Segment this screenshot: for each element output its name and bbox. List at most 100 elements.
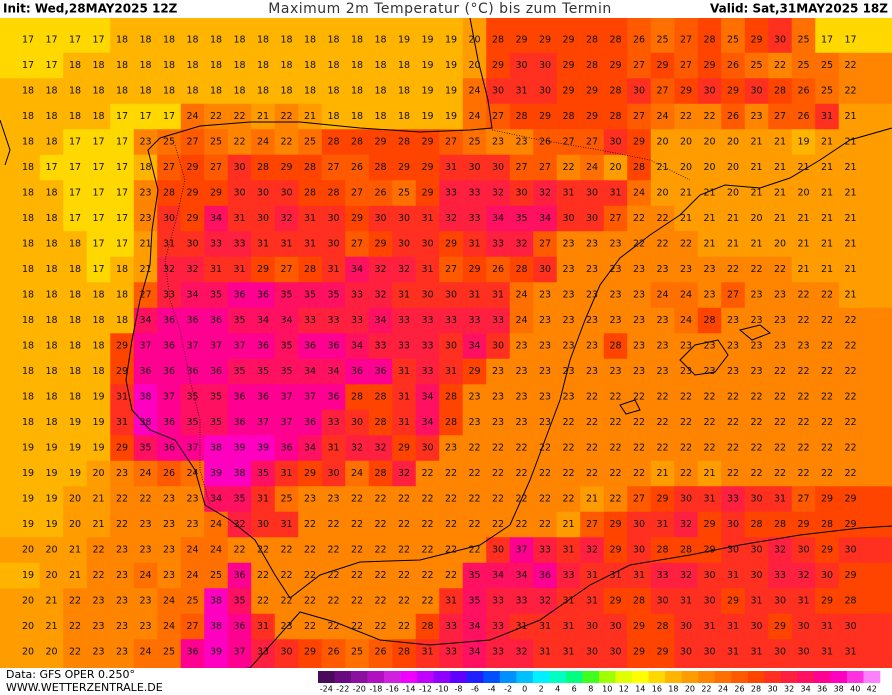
temperature-cell	[204, 562, 229, 589]
temperature-cell	[133, 486, 158, 513]
temperature-value: 20	[727, 137, 739, 148]
temperature-value: 31	[586, 596, 598, 607]
temperature-cell	[744, 231, 769, 258]
temperature-value: 30	[774, 35, 786, 46]
temperature-value: 22	[280, 545, 292, 556]
temperature-cell	[674, 18, 699, 54]
temperature-value: 27	[633, 60, 645, 71]
temperature-cell	[39, 52, 64, 79]
temperature-value: 18	[116, 86, 128, 97]
temperature-cell	[603, 358, 628, 385]
temperature-value: 30	[727, 545, 739, 556]
temperature-value: 25	[797, 35, 809, 46]
temperature-cell	[838, 78, 892, 105]
temperature-value: 30	[586, 213, 598, 224]
temperature-value: 20	[468, 35, 480, 46]
temperature-value: 29	[727, 596, 739, 607]
temperature-value: 18	[45, 417, 57, 428]
temperature-cell	[533, 639, 558, 669]
temperature-value: 23	[163, 494, 175, 505]
temperature-cell	[533, 384, 558, 411]
temperature-cell	[39, 154, 64, 181]
temperature-value: 37	[186, 443, 198, 454]
temperature-cell	[486, 435, 511, 462]
temperature-value: 21	[69, 545, 81, 556]
temperature-value: 35	[515, 213, 527, 224]
temperature-value: 29	[280, 162, 292, 173]
temperature-value: 34	[304, 443, 316, 454]
temperature-value: 18	[69, 111, 81, 122]
temperature-value: 33	[210, 239, 222, 250]
temperature-cell	[86, 588, 111, 615]
temperature-cell	[439, 435, 464, 462]
temperature-cell	[556, 562, 581, 589]
temperature-cell	[486, 180, 511, 207]
temperature-cell	[392, 231, 417, 258]
temperature-value: 32	[797, 570, 809, 581]
temperature-value: 17	[45, 60, 57, 71]
temperature-cell	[791, 205, 816, 232]
temperature-value: 31	[421, 213, 433, 224]
brittany-edge	[0, 119, 11, 166]
temperature-value: 26	[727, 111, 739, 122]
temperature-value: 22	[139, 494, 151, 505]
temperature-cell	[0, 282, 41, 309]
temperature-cell	[157, 435, 182, 462]
temperature-value: 30	[280, 188, 292, 199]
temperature-value: 23	[656, 264, 668, 275]
temperature-value: 30	[257, 188, 269, 199]
temperature-value: 18	[233, 35, 245, 46]
temperature-value: 22	[821, 341, 833, 352]
temperature-value: 18	[163, 35, 175, 46]
temperature-value: 18	[116, 290, 128, 301]
temperature-value: 18	[139, 162, 151, 173]
temperature-value: 30	[774, 647, 786, 658]
temperature-cell	[556, 639, 581, 669]
temperature-cell	[368, 205, 393, 232]
temperature-value: 22	[351, 494, 363, 505]
temperature-cell	[392, 18, 417, 54]
temperature-value: 20	[656, 188, 668, 199]
temperature-value: 19	[45, 468, 57, 479]
temperature-cell	[580, 409, 605, 436]
temperature-cell	[744, 384, 769, 411]
temperature-value: 31	[280, 239, 292, 250]
temperature-value: 20	[680, 137, 692, 148]
temperature-cell	[227, 435, 252, 462]
temperature-cell	[39, 78, 64, 105]
temperature-cell	[674, 435, 699, 462]
temperature-value: 22	[539, 519, 551, 530]
temperature-cell	[556, 307, 581, 334]
temperature-value: 22	[374, 494, 386, 505]
temperature-value: 30	[445, 290, 457, 301]
temperature-value: 21	[680, 213, 692, 224]
temperature-cell	[63, 588, 88, 615]
temperature-value: 29	[821, 545, 833, 556]
temperature-value: 30	[492, 86, 504, 97]
temperature-value: 30	[492, 341, 504, 352]
temperature-value: 18	[45, 264, 57, 275]
temperature-cell	[180, 460, 205, 487]
temperature-value: 22	[562, 468, 574, 479]
temperature-value: 31	[703, 494, 715, 505]
temperature-value: 22	[821, 417, 833, 428]
temperature-value: 18	[45, 315, 57, 326]
temperature-cell	[650, 384, 675, 411]
temperature-cell	[204, 205, 229, 232]
temperature-cell	[509, 435, 534, 462]
temperature-value: 23	[116, 621, 128, 632]
temperature-value: 17	[69, 188, 81, 199]
temperature-value: 30	[233, 162, 245, 173]
africa-coast	[0, 525, 892, 691]
temperature-cell	[392, 460, 417, 487]
temperature-value: 22	[609, 417, 621, 428]
temperature-cell	[133, 613, 158, 640]
temperature-cell	[227, 409, 252, 436]
temperature-cell	[838, 307, 892, 334]
temperature-cell	[533, 205, 558, 232]
temperature-value: 33	[374, 341, 386, 352]
temperature-value: 17	[45, 162, 57, 173]
temperature-value: 30	[750, 545, 762, 556]
temperature-cell	[627, 103, 652, 130]
temperature-value: 22	[750, 392, 762, 403]
